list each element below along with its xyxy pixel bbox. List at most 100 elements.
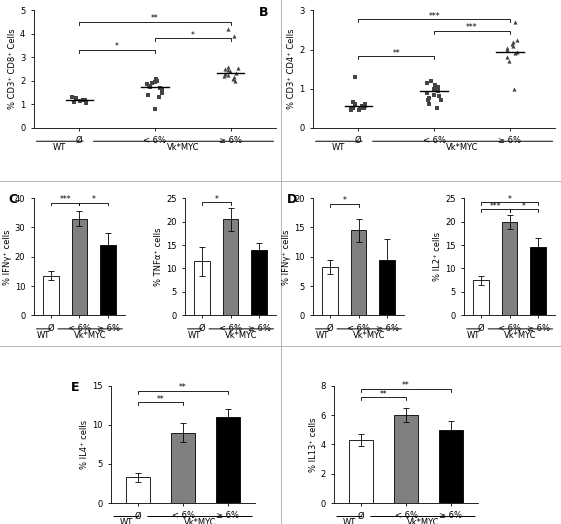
Point [512,36,521,44]
Point [157,89,166,97]
Point [513,47,522,56]
Y-axis label: % TNFα⁺ cells: % TNFα⁺ cells [154,227,163,286]
Bar [379,260,395,315]
Text: Vk*MYC: Vk*MYC [504,331,536,340]
Text: **: ** [151,14,159,23]
Text: WT: WT [467,331,480,340]
Bar [322,267,338,315]
Bar [223,219,238,315]
Point [422,89,431,97]
Point [505,57,514,66]
Point [155,93,164,102]
Point [79,95,88,104]
Text: **: ** [392,49,400,58]
Point [224,66,233,74]
Text: *: * [508,195,512,204]
Point [436,96,445,105]
Point [158,86,167,94]
Text: *: * [522,202,526,211]
Bar [100,245,116,315]
Bar [215,417,240,503]
Point [508,38,517,46]
Point [354,106,363,114]
Point [67,93,76,102]
Point [348,98,357,106]
Point [360,102,369,111]
Bar [473,280,489,315]
Text: *: * [191,30,195,39]
Point [223,62,232,71]
Point [424,100,433,108]
Bar [439,430,463,503]
Point [223,25,232,34]
Point [510,49,519,58]
Point [229,74,238,83]
Y-axis label: % IL13⁺ cells: % IL13⁺ cells [309,417,318,472]
Point [502,46,511,54]
Point [70,98,79,106]
Point [71,94,80,103]
Y-axis label: % IFNγ⁺ cells: % IFNγ⁺ cells [3,229,12,285]
Point [233,64,242,72]
Text: Vk*MYC: Vk*MYC [225,331,257,340]
Point [435,92,444,101]
Text: E: E [71,381,79,394]
Text: **: ** [402,381,410,390]
Point [422,79,431,87]
Point [503,43,512,52]
Text: *: * [115,42,119,51]
Text: *: * [214,195,218,204]
Point [348,104,357,113]
Point [503,53,512,62]
Point [229,73,238,82]
Point [361,100,370,108]
Y-axis label: % CD3⁺ CD8⁺ Cells: % CD3⁺ CD8⁺ Cells [8,29,17,110]
Text: ***: *** [428,12,440,21]
Text: Vk*MYC: Vk*MYC [183,518,216,524]
Point [509,84,518,93]
Text: *: * [92,195,96,204]
Text: Vk*MYC: Vk*MYC [74,331,107,340]
Y-axis label: % IL4⁺ cells: % IL4⁺ cells [80,420,90,469]
Point [350,100,359,108]
Bar [194,261,210,315]
Text: WT: WT [332,143,346,152]
Point [430,81,439,89]
Y-axis label: % CD3⁺ CD4⁺ Cells: % CD3⁺ CD4⁺ Cells [287,29,296,110]
Text: WT: WT [316,331,329,340]
Point [351,73,360,81]
Point [432,104,441,113]
Bar [72,219,88,315]
Point [425,94,434,103]
Point [434,86,443,95]
Text: Vk*MYC: Vk*MYC [353,331,385,340]
Point [231,69,240,77]
Text: WT: WT [53,143,66,152]
Bar [43,276,59,315]
Point [151,78,160,86]
Point [511,18,519,26]
Bar [171,433,195,503]
Text: *: * [342,196,346,205]
Point [429,90,438,99]
Text: Vk*MYC: Vk*MYC [167,143,200,152]
Y-axis label: % IL2⁺ cells: % IL2⁺ cells [433,232,442,281]
Point [224,71,233,79]
Text: WT: WT [188,331,201,340]
Text: WT: WT [343,518,356,524]
Bar [349,440,374,503]
Bar [251,250,267,315]
Point [231,77,240,85]
Bar [502,222,517,315]
Point [75,96,84,105]
Text: D: D [287,193,297,206]
Point [144,91,153,99]
Point [81,99,90,107]
Text: C: C [8,193,17,206]
Bar [351,231,366,315]
Text: WT: WT [37,331,50,340]
Point [360,104,369,113]
Point [219,72,228,80]
Y-axis label: % IFNγ⁺ cells: % IFNγ⁺ cells [282,229,291,285]
Bar [126,477,150,503]
